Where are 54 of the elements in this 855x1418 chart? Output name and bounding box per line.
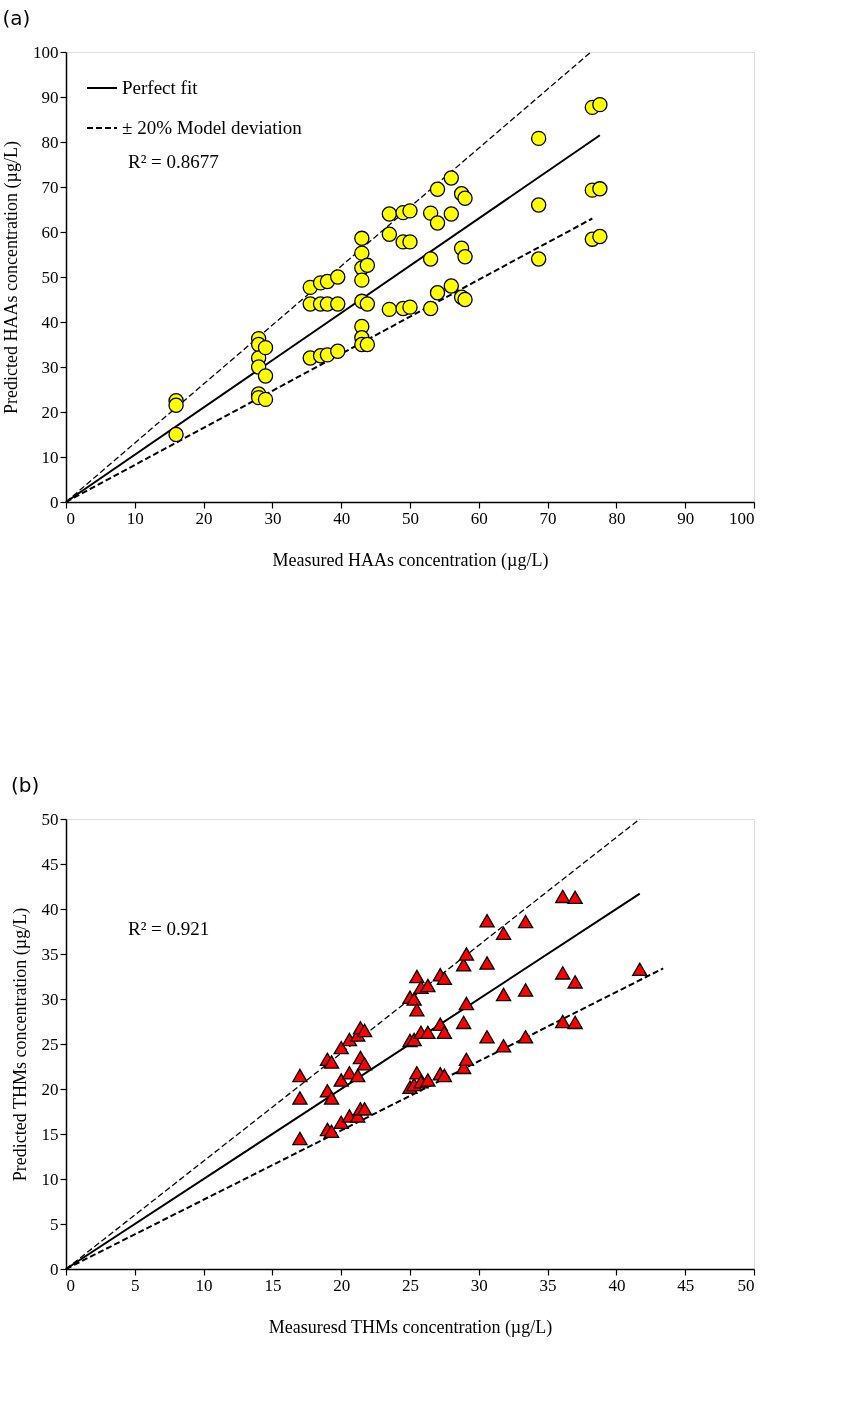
y-tick-label: 90 (41, 87, 59, 107)
x-tick-label: 35 (539, 1275, 557, 1295)
y-tick-label: 10 (41, 1169, 59, 1189)
x-tick-label: 25 (402, 1275, 419, 1295)
y-tick-label: 30 (41, 357, 59, 377)
x-tick-label: 45 (677, 1275, 695, 1295)
x-tick-label: 5 (131, 1275, 140, 1295)
x-tick-label: 50 (402, 508, 419, 528)
y-tick-label: 30 (41, 989, 59, 1009)
x-axis-title: Measuresd THMs concentration (µg/L) (268, 1316, 553, 1338)
y-tick-label: 80 (41, 132, 59, 152)
chart-title: (a) (2, 6, 31, 30)
x-tick-label: 0 (66, 1275, 75, 1295)
y-tick-label: 70 (41, 177, 59, 197)
x-tick-label: 40 (333, 508, 351, 528)
x-tick-label: 20 (195, 508, 213, 528)
x-axis-title: Measured HAAs concentration (µg/L) (272, 549, 549, 571)
y-tick-label: 0 (50, 1259, 59, 1279)
y-tick-label: 45 (41, 854, 59, 874)
y-tick-label: 20 (41, 402, 59, 422)
y-tick-label: 60 (41, 222, 59, 242)
y-tick-label: 35 (41, 944, 59, 964)
y-tick-label: 40 (41, 312, 59, 332)
y-tick-label: 0 (50, 492, 59, 512)
x-tick-label: 60 (470, 508, 488, 528)
legend-label: Perfect fit (122, 77, 199, 98)
y-axis-title: Predicted HAAs concentration (µg/L) (1, 141, 22, 414)
y-axis-title: Predicted THMs concentration (µg/L) (9, 907, 31, 1182)
x-tick-label: 30 (264, 508, 282, 528)
x-tick-label: 40 (608, 1275, 626, 1295)
x-tick-label: 100 (729, 508, 755, 528)
x-tick-label: 10 (126, 508, 144, 528)
y-tick-label: 20 (41, 1079, 59, 1099)
chart-title: (b) (11, 773, 40, 797)
y-tick-label: 40 (41, 899, 59, 919)
y-tick-label: 15 (41, 1124, 59, 1144)
y-tick-label: 10 (41, 447, 59, 467)
x-tick-label: 90 (677, 508, 695, 528)
annotation: R² = 0.8677 (128, 151, 219, 172)
x-tick-label: 80 (608, 508, 626, 528)
y-tick-label: 50 (41, 267, 59, 287)
x-tick-label: 30 (470, 1275, 488, 1295)
x-tick-label: 0 (66, 508, 75, 528)
annotation: R² = 0.921 (128, 918, 210, 939)
y-tick-label: 5 (50, 1214, 59, 1234)
x-tick-label: 15 (264, 1275, 282, 1295)
x-tick-label: 50 (737, 1275, 755, 1295)
x-tick-label: 10 (195, 1275, 213, 1295)
y-tick-label: 50 (41, 809, 59, 829)
y-tick-label: 100 (33, 42, 59, 62)
y-tick-label: 25 (41, 1034, 59, 1054)
x-tick-label: 20 (333, 1275, 351, 1295)
legend-label: ± 20% Model deviation (122, 117, 303, 138)
x-tick-label: 70 (539, 508, 557, 528)
